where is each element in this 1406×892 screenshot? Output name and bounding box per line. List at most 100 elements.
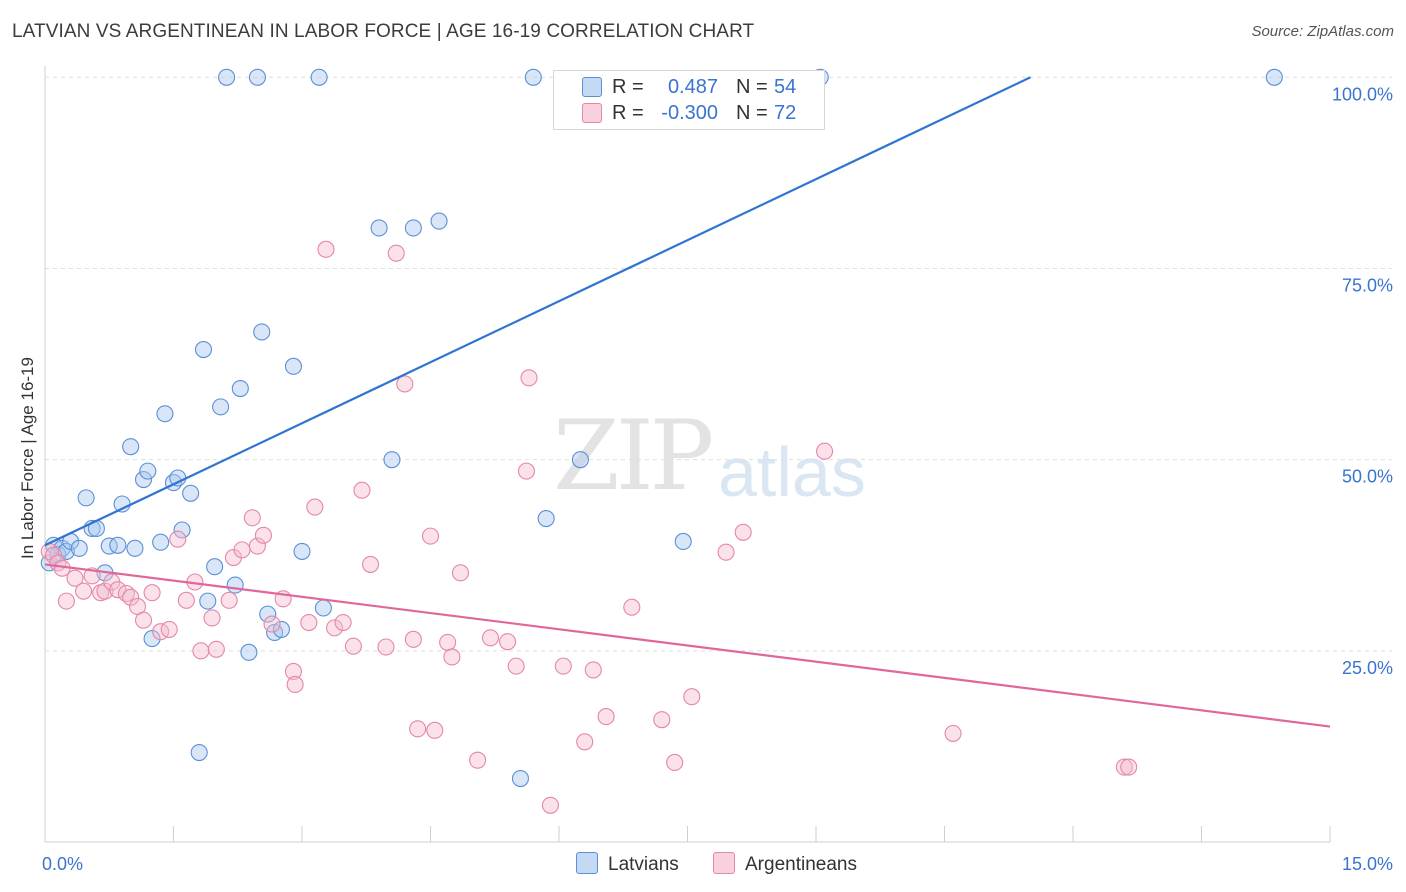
argentinean-point bbox=[109, 581, 127, 599]
latvian-point bbox=[109, 536, 127, 554]
argentinean-point bbox=[263, 615, 281, 633]
latvian-point bbox=[370, 219, 388, 237]
latvians-n-label: N = bbox=[736, 76, 768, 98]
argentinean-point bbox=[66, 569, 84, 587]
argentinean-point bbox=[75, 582, 93, 600]
argentinean-point bbox=[387, 244, 405, 262]
latvian-point bbox=[126, 539, 144, 557]
bottom-legend-latvians: Latvians bbox=[576, 852, 679, 876]
argentinean-point bbox=[816, 442, 834, 460]
argentinean-point bbox=[666, 753, 684, 772]
argentinean-point bbox=[584, 661, 602, 679]
argentinean-point bbox=[203, 609, 221, 627]
latvians-r-value: 0.487 bbox=[667, 76, 718, 98]
latvian-point bbox=[383, 451, 401, 469]
argentinean-point bbox=[520, 369, 538, 387]
watermark-atlas: atlas bbox=[718, 433, 866, 511]
argentinean-point bbox=[396, 375, 414, 393]
argentinean-point bbox=[421, 527, 440, 545]
argentinean-point bbox=[683, 688, 701, 706]
latvian-point bbox=[70, 539, 88, 557]
argentinean-point bbox=[192, 642, 210, 660]
argentinean-point bbox=[404, 630, 422, 648]
argentinean-trend-line bbox=[44, 563, 1331, 728]
argentinean-point bbox=[169, 530, 187, 548]
argentinean-point bbox=[96, 582, 114, 600]
latvian-point bbox=[226, 576, 244, 594]
argentinean-point bbox=[409, 720, 427, 738]
argentinean-point bbox=[207, 640, 225, 658]
latvian-point bbox=[122, 438, 140, 456]
latvian-point bbox=[253, 323, 271, 341]
argentinean-point bbox=[233, 541, 251, 559]
argentinean-point bbox=[220, 591, 238, 609]
correlation-legend: R = 0.487 N = 54 R = -0.300 N = 72 bbox=[553, 70, 825, 130]
argentinean-point bbox=[1115, 758, 1133, 776]
chart-title: LATVIAN VS ARGENTINEAN IN LABOR FORCE | … bbox=[12, 21, 755, 42]
x-tick-label: 15.0% bbox=[1342, 854, 1393, 874]
argentinean-point bbox=[177, 591, 195, 609]
argentinean-point bbox=[160, 620, 178, 638]
argentinean-point bbox=[653, 711, 671, 729]
bottom-argentineans-swatch bbox=[713, 852, 735, 874]
argentinean-point bbox=[717, 543, 735, 561]
latvian-point bbox=[284, 357, 302, 375]
argentinean-point bbox=[439, 633, 457, 651]
x-tick-label: 0.0% bbox=[42, 854, 83, 874]
latvian-trend-line bbox=[44, 76, 1031, 547]
latvians-r-label: R = bbox=[612, 76, 644, 98]
latvian-point bbox=[430, 212, 448, 230]
latvian-point bbox=[524, 68, 542, 86]
latvian-point bbox=[156, 405, 174, 423]
latvian-point bbox=[1265, 68, 1283, 86]
latvians-n-value: 54 bbox=[774, 76, 797, 98]
argentinean-point bbox=[243, 509, 261, 527]
argentinean-point bbox=[944, 724, 962, 742]
argentinean-point bbox=[554, 657, 572, 675]
argentinean-point bbox=[451, 564, 470, 582]
latvian-point bbox=[212, 398, 230, 416]
bottom-latvians-label: Latvians bbox=[608, 854, 679, 875]
argentinean-point bbox=[499, 633, 517, 651]
latvian-point bbox=[182, 484, 200, 502]
argentinean-point bbox=[481, 629, 500, 647]
latvian-point bbox=[194, 340, 213, 359]
argentinean-point bbox=[326, 619, 344, 637]
argentinean-point bbox=[300, 613, 318, 632]
argentinean-point bbox=[426, 721, 444, 739]
argentinean-point bbox=[469, 751, 487, 769]
latvian-point bbox=[190, 743, 208, 762]
argentinean-point bbox=[334, 613, 352, 632]
latvian-point bbox=[231, 379, 249, 398]
argentinean-point bbox=[317, 240, 335, 258]
argentinean-point bbox=[122, 588, 140, 606]
argentinean-point bbox=[361, 555, 380, 573]
latvian-point bbox=[152, 533, 170, 551]
latvian-point bbox=[248, 68, 267, 86]
bottom-argentineans-label: Argentineans bbox=[745, 854, 857, 875]
latvian-point bbox=[404, 219, 422, 237]
argentineans-n-value: 72 bbox=[774, 102, 797, 124]
argentinean-point bbox=[248, 537, 267, 555]
argentinean-point bbox=[517, 462, 535, 480]
argentineans-r-label: R = bbox=[612, 102, 644, 124]
argentinean-point bbox=[597, 708, 615, 726]
latvian-point bbox=[139, 462, 157, 480]
latvian-point bbox=[674, 532, 692, 551]
argentinean-point bbox=[443, 648, 461, 666]
argentinean-point bbox=[1120, 758, 1138, 776]
latvian-point bbox=[310, 68, 328, 86]
argentinean-point bbox=[623, 598, 641, 616]
latvian-point bbox=[259, 605, 277, 623]
latvian-point bbox=[537, 509, 555, 528]
legend-row-latvians: R = 0.487 N = 54 bbox=[554, 74, 824, 100]
latvian-point bbox=[57, 542, 75, 560]
latvian-point bbox=[173, 521, 191, 539]
argentineans-r-value: -0.300 bbox=[661, 102, 718, 124]
bottom-latvians-swatch bbox=[576, 852, 598, 874]
watermark-zip: ZIP bbox=[553, 400, 714, 512]
latvian-point bbox=[218, 68, 236, 86]
y-tick-label: 75.0% bbox=[1342, 275, 1393, 295]
y-tick-label: 50.0% bbox=[1342, 467, 1393, 487]
